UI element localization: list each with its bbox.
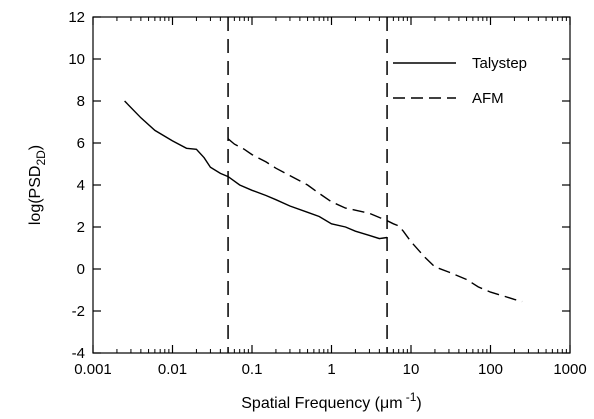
- y-tick-label: 2: [77, 219, 85, 236]
- y-tick-label: 0: [77, 261, 85, 278]
- y-tick-label: 4: [77, 177, 85, 194]
- y-axis-title: log(PSD2D): [27, 145, 48, 225]
- y-tick-label: 12: [68, 9, 85, 26]
- y-tick-label: 6: [77, 135, 85, 152]
- y-tick-label: -2: [72, 303, 85, 320]
- x-tick-label: 0.001: [74, 361, 112, 378]
- series-talystep: [124, 100, 388, 240]
- series-afm: [227, 138, 523, 303]
- x-tick-label: 100: [478, 361, 503, 378]
- y-tick-label: 10: [68, 51, 85, 68]
- y-tick-label: 8: [77, 93, 85, 110]
- x-axis: 0.001 0.01 0.1 1 10 100 1000: [74, 17, 587, 378]
- x-tick-label: 0.01: [158, 361, 187, 378]
- y-tick-label: -4: [72, 345, 85, 362]
- frequency-range-markers: [227, 17, 388, 353]
- x-tick-label: 1000: [553, 361, 586, 378]
- series-lines: [124, 100, 523, 303]
- legend-label-afm: AFM: [472, 90, 504, 107]
- x-axis-title: Spatial Frequency (μm -1): [241, 390, 421, 412]
- legend: Talystep AFM: [393, 55, 527, 107]
- y-axis: -4 -2 0 2 4 6 8 10 12: [68, 9, 570, 362]
- x-tick-label: 10: [403, 361, 420, 378]
- x-tick-label: 0.1: [242, 361, 263, 378]
- legend-label-talystep: Talystep: [472, 55, 527, 72]
- x-tick-label: 1: [327, 361, 335, 378]
